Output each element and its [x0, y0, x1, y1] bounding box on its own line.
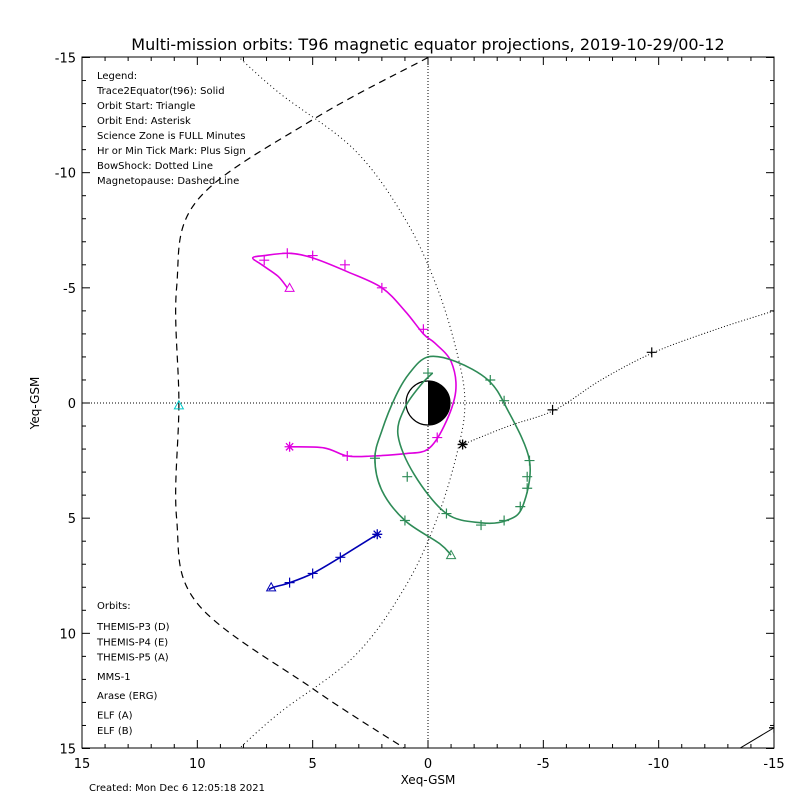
- series-themis-p3-d-: [173, 399, 185, 410]
- tick-mark: [342, 450, 353, 461]
- y-tick-label: -10: [55, 167, 76, 182]
- tick-mark: [335, 552, 346, 563]
- tick-mark: [376, 282, 387, 293]
- tick-mark: [769, 722, 774, 733]
- earth-symbol: [405, 380, 451, 426]
- tick-mark: [524, 455, 535, 466]
- legend: Legend: Trace2Equator(t96): Solid Orbit St…: [96, 71, 246, 187]
- x-tick-label: 5: [309, 757, 317, 772]
- bow-shock-line: [238, 57, 466, 748]
- y-tick-label: 15: [59, 743, 76, 758]
- orbit-end-marker: [372, 529, 383, 540]
- mms-exit-line: [739, 727, 774, 748]
- orbit-start-marker: [284, 282, 295, 292]
- chart-title: Multi-mission orbits: T96 magnetic equat…: [131, 35, 724, 54]
- y-tick-label: 5: [68, 512, 76, 527]
- orbit-start-marker: [265, 581, 277, 592]
- tick-mark: [369, 453, 380, 464]
- y-axis-label: Yeq-GSM: [28, 377, 42, 431]
- x-tick-label: -10: [648, 757, 669, 772]
- x-axis-label: Xeq-GSM: [401, 773, 456, 787]
- legend-note: Orbit Start: Triangle: [97, 101, 195, 112]
- orbit-legend-entry: ELF (A): [97, 711, 133, 722]
- legend-note: Legend:: [97, 71, 137, 82]
- orbit-legend-entry: THEMIS-P4 (E): [96, 637, 168, 648]
- y-tick-label: 0: [68, 397, 76, 412]
- orbit-start-marker: [445, 549, 457, 560]
- tick-mark: [307, 568, 318, 579]
- legend-note: Hr or Min Tick Mark: Plus Sign: [97, 146, 246, 157]
- tick-mark: [646, 347, 657, 358]
- orbit-line: [374, 355, 531, 556]
- orbit-legend: Orbits: THEMIS-P3 (D) THEMIS-P4 (E) THEMIS-…: [96, 601, 170, 737]
- orbit-legend-entry: Arase (ERG): [97, 691, 158, 702]
- tick-mark: [432, 432, 443, 443]
- series-mms-1: [457, 310, 774, 450]
- orbit-legend-entry: THEMIS-P5 (A): [96, 653, 169, 664]
- y-tick-label: -5: [63, 282, 76, 297]
- tick-mark: [339, 259, 350, 270]
- tick-mark: [423, 368, 433, 379]
- tick-mark: [307, 250, 318, 261]
- tick-mark: [441, 508, 452, 519]
- series-themis-p4-e-: [265, 529, 383, 592]
- orbit-start-marker: [173, 399, 185, 410]
- tick-mark: [284, 577, 295, 588]
- tick-mark: [402, 471, 413, 482]
- legend-note: Trace2Equator(t96): Solid: [96, 86, 225, 97]
- tick-mark: [485, 374, 496, 385]
- legend-note: Science Zone is FULL Minutes: [97, 131, 246, 142]
- orbit-end-marker: [457, 439, 468, 450]
- x-tick-label: 15: [74, 757, 91, 772]
- y-tick-label: 10: [59, 627, 76, 642]
- tick-mark: [499, 515, 510, 526]
- legend-note: Orbit End: Asterisk: [97, 116, 191, 127]
- x-tick-label: -5: [537, 757, 550, 772]
- orbit-legend-entry: ELF (B): [97, 726, 133, 737]
- tick-mark: [499, 395, 510, 406]
- tick-mark: [522, 471, 533, 482]
- series-arase-erg-: [369, 355, 535, 560]
- legend-note: BowShock: Dotted Line: [97, 161, 213, 172]
- legend-note: Magnetopause: Dashed Line: [97, 176, 239, 187]
- orbit-series: [173, 248, 774, 748]
- orbit-line: [462, 310, 774, 445]
- tick-mark: [282, 248, 293, 259]
- tick-mark: [547, 404, 558, 415]
- tick-mark: [522, 483, 533, 494]
- tick-mark: [259, 255, 270, 266]
- x-tick-label: -15: [763, 757, 784, 772]
- tick-mark: [476, 520, 487, 531]
- earth-night-side: [428, 381, 450, 425]
- x-tick-label: 10: [189, 757, 206, 772]
- orbits-title: Orbits:: [97, 601, 131, 612]
- tick-mark: [515, 501, 526, 512]
- orbit-end-marker: [284, 441, 295, 452]
- tick-mark: [418, 324, 429, 335]
- orbit-legend-entry: THEMIS-P3 (D): [96, 622, 170, 633]
- boundary-curves: [175, 57, 466, 748]
- created-timestamp: Created: Mon Dec 6 12:05:18 2021: [89, 783, 265, 794]
- tick-mark: [399, 515, 410, 526]
- axis-ticks: 15 10 5 0 -5 -10 -15 -15 -10 -5 0 5 10 15: [55, 52, 785, 773]
- y-tick-label: -15: [55, 52, 76, 67]
- series-themis-p5-a-: [251, 248, 457, 461]
- mms-exit-marker: [739, 722, 774, 748]
- x-tick-label: 0: [424, 757, 432, 772]
- orbit-legend-entry: MMS-1: [97, 672, 131, 683]
